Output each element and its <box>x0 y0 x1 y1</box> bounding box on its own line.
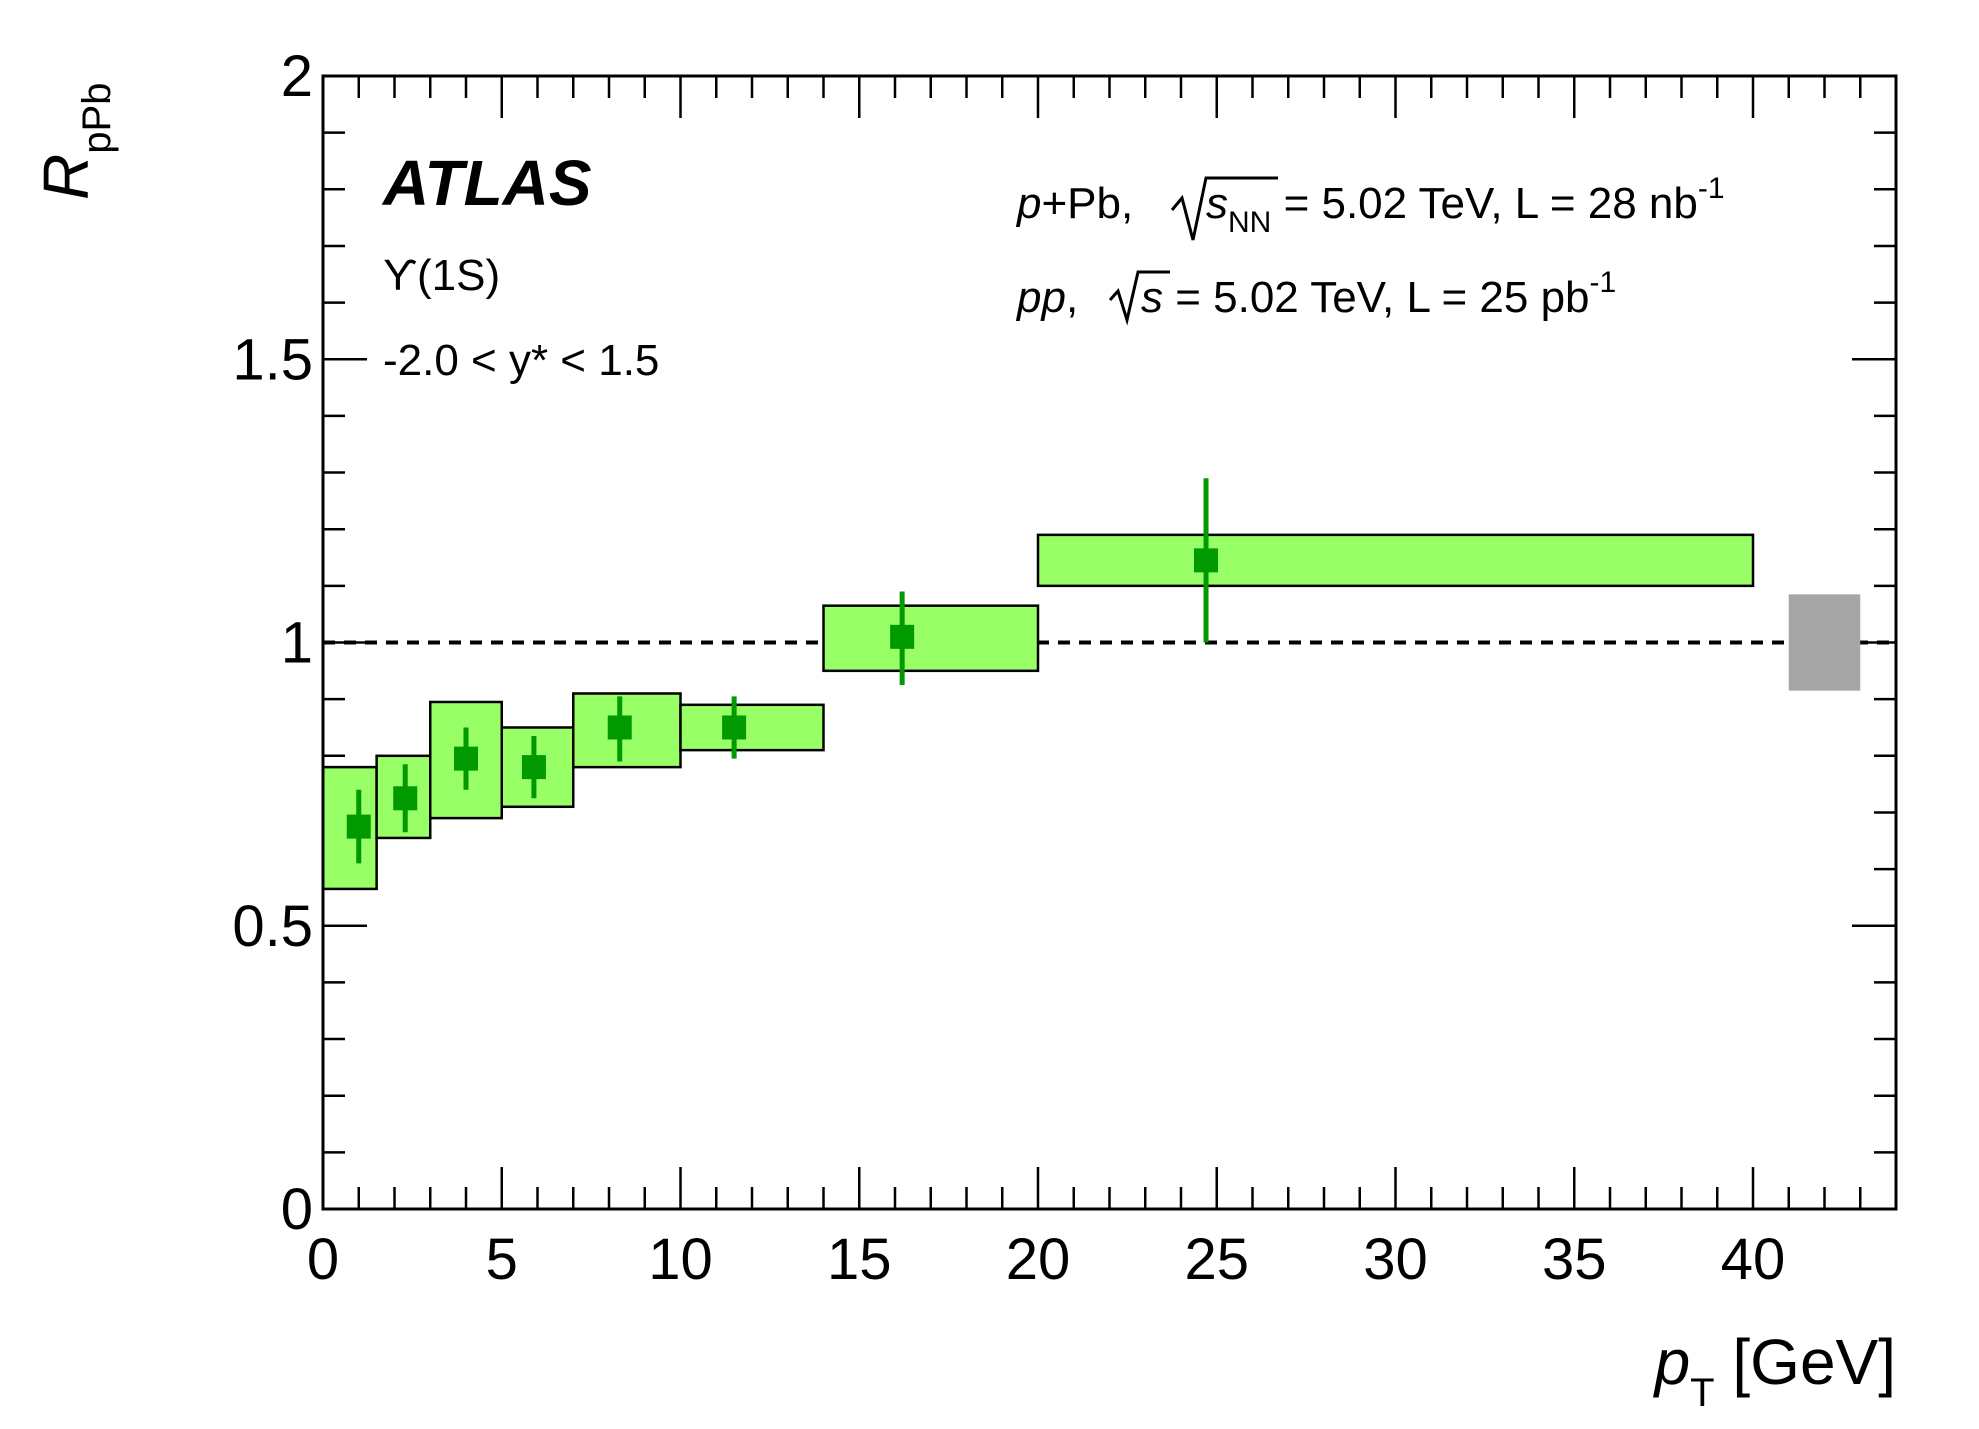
data-point <box>393 786 418 811</box>
x-tick-labels: 0 5 10 15 20 25 30 35 40 <box>307 1227 1785 1292</box>
data-point <box>454 746 478 771</box>
x-tick-label: 15 <box>827 1227 892 1292</box>
atlas-label: ATLAS <box>381 147 592 219</box>
x-tick-label: 0 <box>307 1227 339 1292</box>
global-uncertainty-box <box>1788 594 1861 691</box>
sys-box <box>822 604 1040 673</box>
y-tick-label: 1.5 <box>232 327 313 392</box>
x-tick-label: 20 <box>1006 1227 1071 1292</box>
rapidity-label: -2.0 < y* < 1.5 <box>383 336 659 385</box>
data-point <box>521 755 546 780</box>
state-label: ϒ(1S) <box>383 251 500 300</box>
y-tick-label: 0.5 <box>232 894 313 959</box>
x-tick-label: 10 <box>648 1227 713 1292</box>
data-point <box>722 715 747 740</box>
x-axis-label: pT [GeV] <box>1653 1326 1896 1415</box>
sys-box <box>572 692 682 769</box>
systematic-uncertainty-boxes <box>321 533 1755 891</box>
data-point <box>346 814 371 839</box>
pp-info: pp, s = 5.02 TeV, L = 25 pb-1 <box>1015 266 1616 326</box>
data-point <box>1194 548 1219 573</box>
x-tick-label: 40 <box>1721 1227 1786 1292</box>
plot-frame <box>321 74 1898 1211</box>
sys-box <box>1036 533 1755 588</box>
svg-text:pp,: pp, <box>1015 273 1078 322</box>
x-tick-label: 5 <box>486 1227 518 1292</box>
y-tick-labels: 0 0.5 1 1.5 2 <box>232 44 313 1242</box>
x-tick-label: 35 <box>1542 1227 1607 1292</box>
x-tick-label: 30 <box>1363 1227 1428 1292</box>
sqrt-icon <box>1170 176 1278 241</box>
ppb-info: p+Pb, sNN = 5.02 TeV, L = 28 nb-1 <box>1015 172 1725 241</box>
svg-text:s = 5.02 TeV, L = 25 pb-1: s = 5.02 TeV, L = 25 pb-1 <box>1141 266 1616 322</box>
sys-box <box>679 703 825 752</box>
x-tick-label: 25 <box>1184 1227 1249 1292</box>
plot-area <box>321 74 1898 1211</box>
svg-text:sNN = 5.02 TeV, L = 28 nb-1: sNN = 5.02 TeV, L = 28 nb-1 <box>1206 172 1725 239</box>
svg-text:p+Pb,: p+Pb, <box>1015 179 1133 228</box>
data-point <box>607 715 632 740</box>
y-tick-label: 0 <box>281 1177 313 1242</box>
data-point <box>890 624 915 649</box>
y-tick-label: 1 <box>281 611 313 676</box>
y-axis-label: RpPb <box>30 83 119 200</box>
data-markers <box>346 548 1219 839</box>
sqrt-icon <box>1108 270 1170 326</box>
y-tick-label: 2 <box>281 44 313 109</box>
axis-ticks <box>321 74 1898 1211</box>
